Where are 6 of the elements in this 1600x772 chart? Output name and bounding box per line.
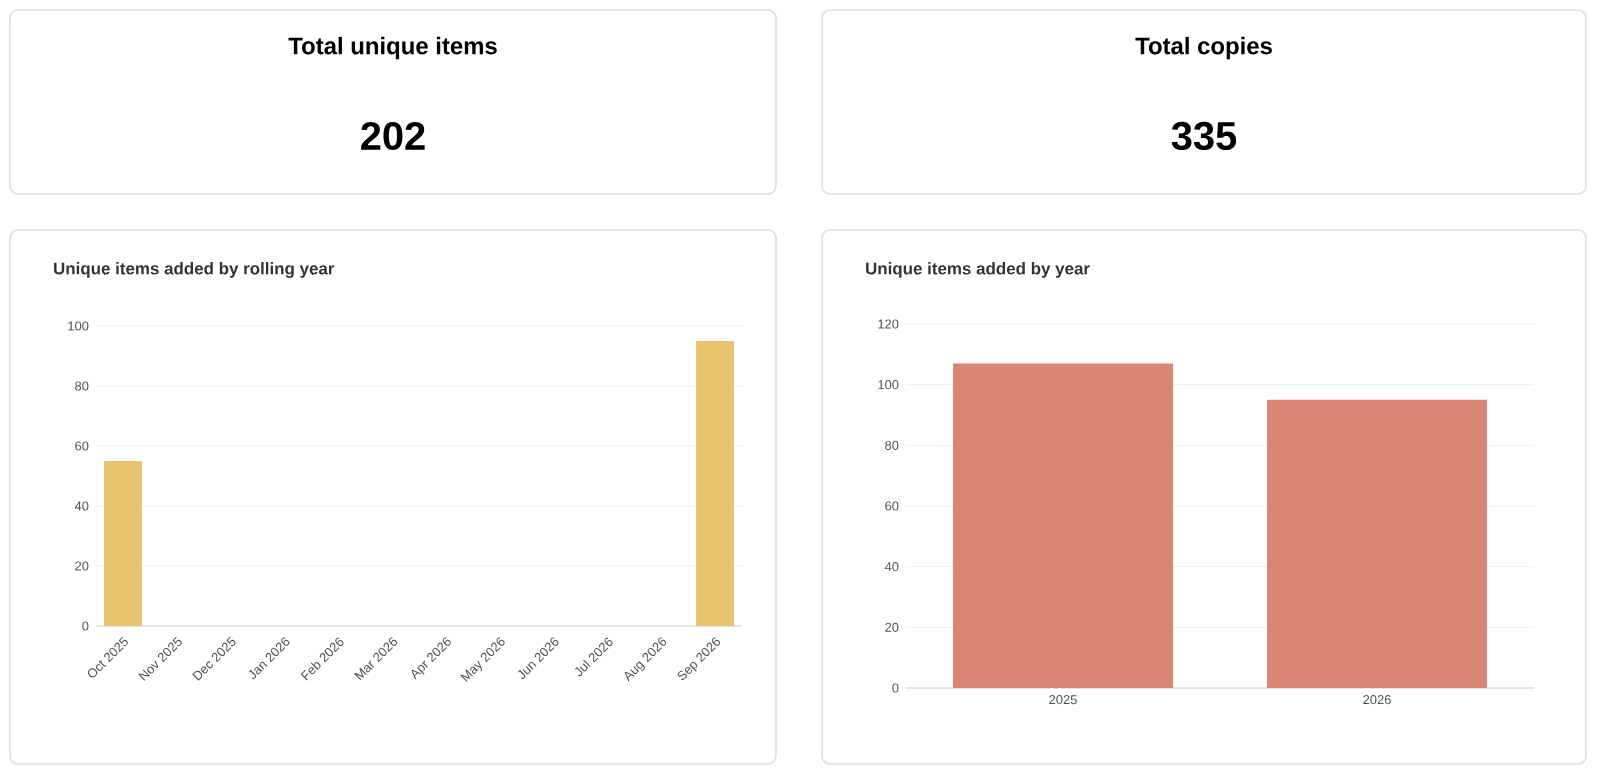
chart-title: Unique items added by year	[866, 262, 1090, 278]
chart-title: Unique items added by rolling year	[54, 262, 335, 278]
text: 202	[361, 121, 425, 151]
text: 335	[1171, 121, 1237, 151]
text: Total copies	[1135, 36, 1272, 60]
text: Total unique items	[288, 36, 497, 60]
